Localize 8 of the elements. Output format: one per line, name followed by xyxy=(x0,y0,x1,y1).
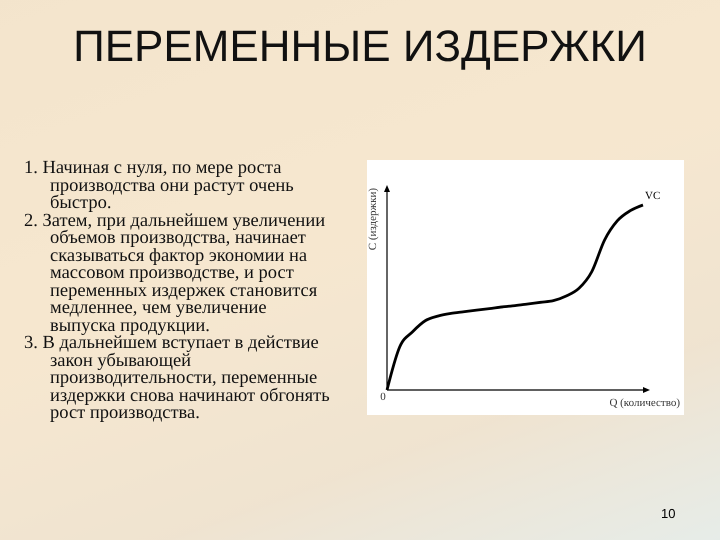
text: 1. Начиная с нуля, по мере роста производства они растут очень быстро. xyxy=(23,158,295,213)
y-axis-title: C (издержки) xyxy=(367,188,379,250)
x-axis-title: Q (количество) xyxy=(609,397,680,409)
text: 10 xyxy=(661,506,676,521)
text: 0 xyxy=(380,391,386,403)
text: 2. Затем, при дальнейшем увеличении объемов производства, начинает сказываться фактор экономии на массовом производстве, и рост переменных издержек становится медленнее, чем увеличение выпуска продукции. xyxy=(23,210,326,336)
series-label: VC xyxy=(645,190,660,202)
chart-title: ПЕРЕМЕННЫЕ ИЗДЕРЖКИ xyxy=(72,22,648,72)
